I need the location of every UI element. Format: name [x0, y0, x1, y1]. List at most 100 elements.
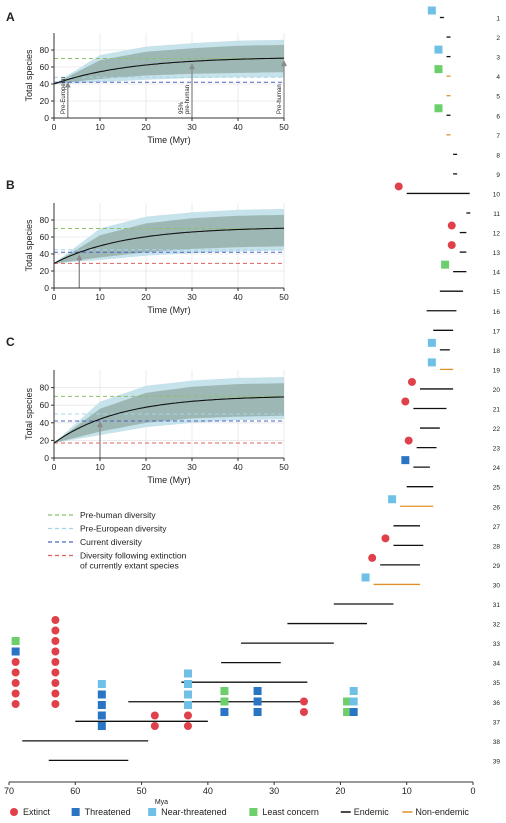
lineage-number: 37 — [493, 719, 501, 726]
y-tick-label: 80 — [40, 215, 50, 225]
x-tick-label: 0 — [52, 462, 57, 472]
panel-label: A — [6, 10, 15, 24]
lineage-number: 20 — [493, 387, 501, 394]
x-axis-label: Time (Myr) — [147, 475, 190, 485]
x-tick-label: 40 — [233, 462, 243, 472]
lineage-number: 16 — [493, 309, 501, 316]
status-least-concern-marker — [11, 637, 20, 645]
status-extinct-marker — [183, 722, 192, 730]
legend-square-swatch — [148, 808, 157, 816]
lineage-number: 34 — [493, 661, 501, 668]
x-tick-label: 50 — [279, 122, 289, 132]
legend-label-continued: of currently extant species — [80, 561, 179, 571]
x-tick-label: 50 — [279, 292, 289, 302]
status-near-threatened-marker — [97, 680, 106, 688]
legend-status-label: Extinct — [23, 807, 51, 817]
lineage-number: 35 — [493, 680, 501, 687]
lineage-number: 38 — [493, 739, 501, 746]
status-near-threatened-marker — [349, 697, 358, 706]
status-extinct-marker — [394, 182, 403, 191]
lineage-number: 30 — [493, 582, 501, 589]
legend-status-label: Endemic — [354, 807, 390, 817]
y-tick-label: 20 — [40, 435, 50, 445]
x-tick-label: 40 — [233, 292, 243, 302]
y-tick-label: 40 — [40, 249, 50, 259]
lineage-number: 6 — [496, 113, 500, 120]
lineage-number: 11 — [493, 211, 500, 218]
y-tick-label: 20 — [40, 96, 50, 106]
status-extinct-marker — [11, 689, 20, 698]
x-axis-label: Time (Myr) — [147, 135, 190, 145]
lineage-number: 10 — [493, 191, 501, 198]
status-least-concern-marker — [343, 708, 352, 716]
status-extinct-marker — [51, 616, 60, 624]
status-threatened-marker — [253, 697, 262, 706]
status-extinct-marker — [11, 658, 20, 666]
lineage-number: 21 — [493, 407, 501, 414]
status-extinct-marker — [447, 241, 456, 250]
status-extinct-marker — [51, 668, 60, 677]
status-extinct-marker — [150, 722, 159, 730]
status-extinct-marker — [401, 397, 410, 406]
legend-status-label: Non-endemic — [415, 807, 469, 817]
status-near-threatened-marker — [183, 669, 192, 678]
lineage-number: 7 — [496, 133, 500, 140]
x-tick-label: 10 — [95, 292, 105, 302]
x-tick-label: 30 — [187, 292, 197, 302]
status-threatened-marker — [97, 690, 106, 699]
status-near-threatened-marker — [434, 45, 443, 54]
y-tick-label: 0 — [44, 113, 49, 123]
y-tick-label: 80 — [40, 45, 50, 55]
lineage-number: 39 — [493, 758, 501, 765]
status-near-threatened-marker — [183, 690, 192, 699]
status-near-threatened-marker — [349, 687, 358, 695]
legend-status-label: Near-threatened — [161, 807, 227, 817]
lineage-number: 23 — [493, 446, 501, 453]
status-threatened-marker — [11, 647, 20, 656]
lineage-number: 14 — [493, 270, 501, 277]
status-extinct-marker — [407, 377, 416, 386]
timeline-group: 1234567891011121314151617181920212223242… — [4, 6, 501, 806]
mean-diversity-curve — [53, 57, 284, 85]
y-tick-label: 60 — [40, 62, 50, 72]
lineage-number: 15 — [493, 289, 501, 296]
status-threatened-marker — [349, 708, 358, 716]
status-extinct-marker — [11, 679, 20, 687]
timeline-tick-label: 50 — [137, 786, 147, 796]
status-threatened-marker — [220, 708, 229, 716]
legend-status-label: Least concern — [262, 807, 319, 817]
lineage-number: 17 — [493, 328, 501, 335]
legend-label: Diversity following extinction — [80, 551, 187, 561]
status-extinct-marker — [11, 668, 20, 677]
y-tick-label: 60 — [40, 400, 50, 410]
status-threatened-marker — [253, 708, 262, 716]
status-threatened-marker — [97, 722, 106, 730]
timeline-tick-label: 30 — [269, 786, 279, 796]
timeline-axis-label: Mya — [155, 799, 168, 806]
y-tick-label: 80 — [40, 383, 50, 393]
legend-label: Pre-human diversity — [80, 510, 156, 520]
mean-diversity-curve — [53, 396, 284, 444]
status-extinct-marker — [51, 647, 60, 656]
status-least-concern-marker — [343, 697, 352, 706]
lineage-number: 2 — [496, 35, 500, 42]
mean-diversity-curve — [53, 227, 285, 264]
legend-diversity: Pre-human diversity Pre-European diversit… — [48, 510, 187, 571]
lineage-number: 8 — [496, 152, 500, 159]
panels-group: A Pre-European 95% pre-human Pre-human 0 10 20 3… — [6, 10, 289, 485]
y-axis-label: Total species — [24, 387, 34, 440]
status-near-threatened-marker — [388, 495, 397, 504]
status-least-concern-marker — [434, 104, 443, 113]
status-extinct-marker — [368, 553, 377, 562]
timeline-tick-label: 40 — [203, 786, 213, 796]
status-threatened-marker — [97, 701, 106, 709]
y-tick-label: 60 — [40, 232, 50, 242]
status-least-concern-marker — [434, 65, 443, 74]
status-extinct-marker — [183, 711, 192, 720]
status-extinct-marker — [447, 221, 456, 230]
x-tick-label: 50 — [279, 462, 289, 472]
status-threatened-marker — [97, 711, 106, 720]
timeline-tick-label: 10 — [402, 786, 412, 796]
status-near-threatened-marker — [427, 6, 436, 15]
